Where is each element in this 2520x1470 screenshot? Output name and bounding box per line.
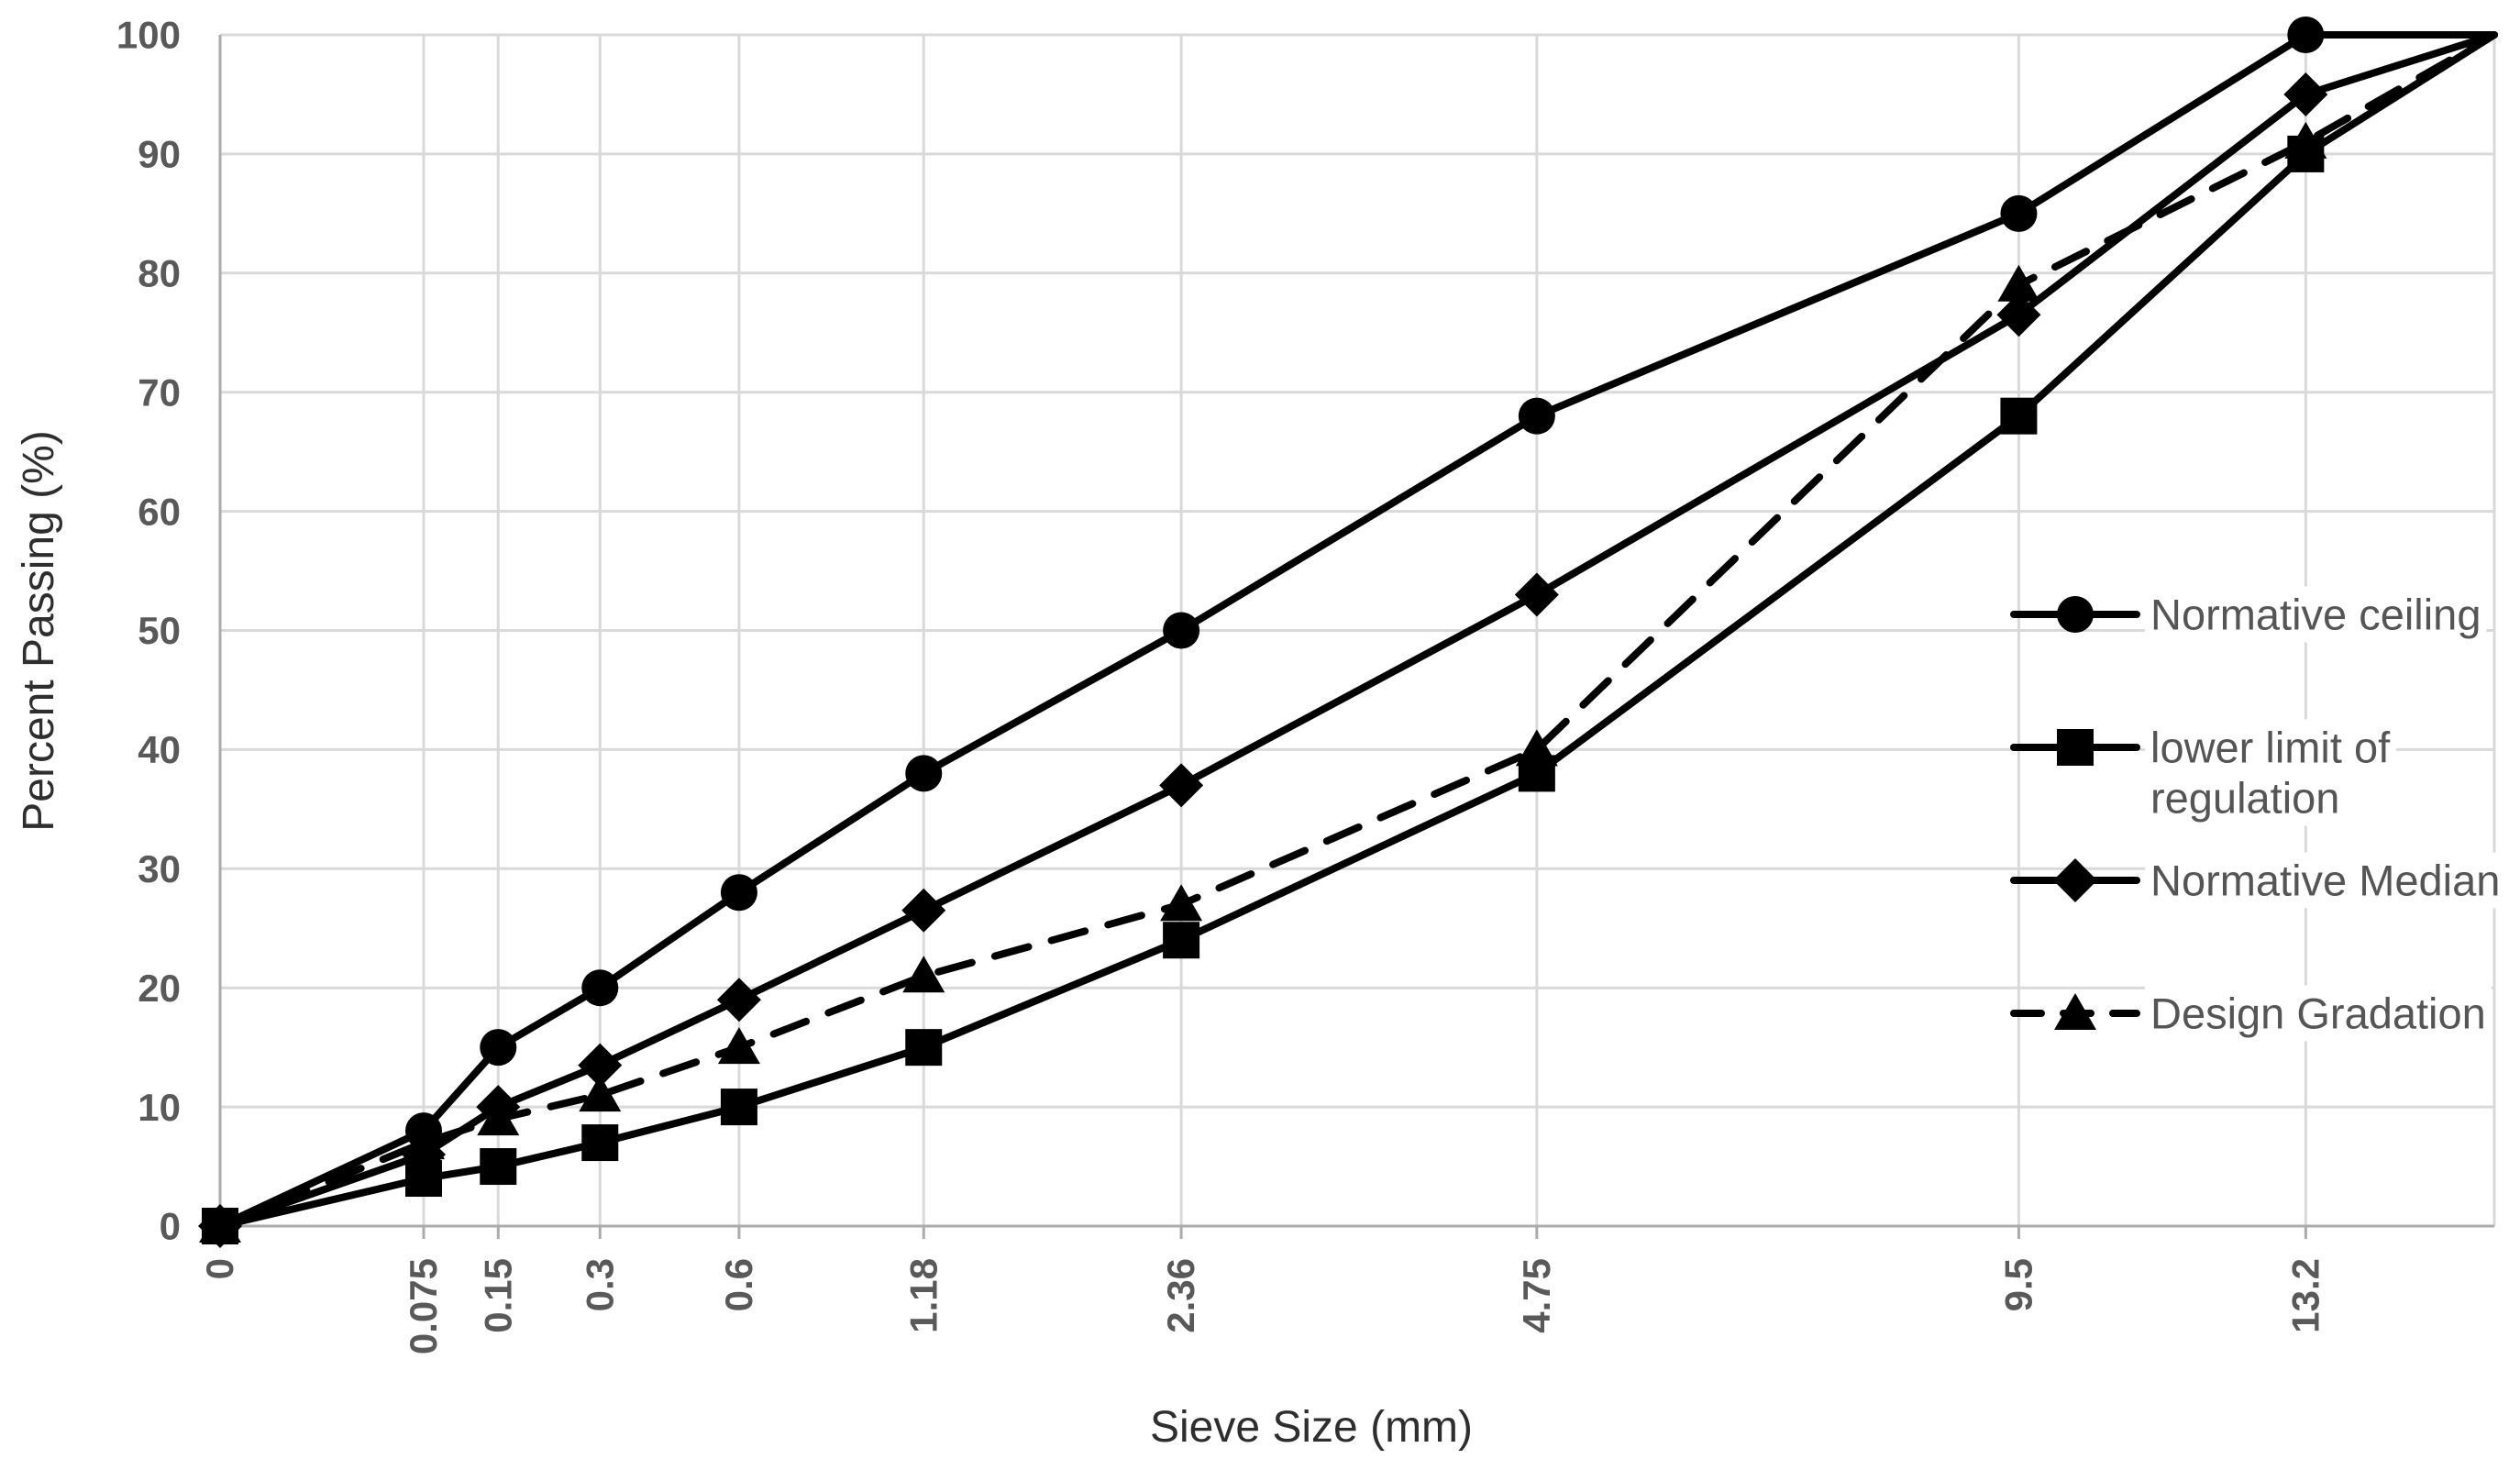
square-marker — [480, 1148, 517, 1186]
x-tick-labels: 0 0.075 0.15 0.3 0.6 1.18 2.36 4.75 9.5 13.2 — [198, 1258, 2327, 1354]
square-marker — [581, 1124, 619, 1162]
y-tick-label: 50 — [138, 609, 181, 652]
y-tick-label: 0 — [160, 1205, 181, 1248]
circle-marker — [2000, 194, 2038, 232]
square-marker — [720, 1089, 757, 1126]
triangle-marker — [403, 1122, 446, 1160]
y-tick-label: 40 — [138, 728, 181, 771]
x-tick-label: 9.5 — [1996, 1258, 2039, 1311]
x-tick-label: 0.3 — [578, 1258, 621, 1311]
square-marker — [2000, 397, 2038, 435]
y-tick-label: 20 — [138, 967, 181, 1010]
triangle-marker — [579, 1075, 622, 1112]
circle-marker — [905, 755, 943, 792]
x-tick-label: 0 — [198, 1258, 241, 1279]
legend-item-label: Design Gradation — [2150, 989, 2486, 1037]
circle-marker — [480, 1029, 517, 1067]
x-tick-label: 1.18 — [901, 1258, 945, 1333]
legend-item-label: lower limit of — [2150, 723, 2391, 771]
y-tick-label: 30 — [138, 847, 181, 890]
legend-label-background — [2145, 769, 2346, 826]
legend-item-label: regulation — [2150, 773, 2339, 822]
series-design-gradation — [199, 31, 2498, 1243]
x-tick-label: 4.75 — [1515, 1258, 1558, 1333]
triangle-marker — [2284, 121, 2327, 159]
triangle-marker — [199, 1206, 241, 1243]
circle-marker — [1518, 397, 1555, 435]
legend: Normative ceiling lower limit ofregulatio… — [2010, 586, 2506, 1042]
triangle-marker — [1997, 264, 2040, 302]
axes — [218, 35, 2494, 1239]
legend-item-normative-ceiling: Normative ceiling — [2010, 586, 2487, 643]
y-tick-label: 90 — [138, 133, 181, 176]
square-marker — [2057, 729, 2094, 766]
y-tick-labels: 0 10 20 30 40 50 60 70 80 90 100 — [116, 14, 181, 1248]
x-axis-title: Sieve Size (mm) — [1150, 1403, 1473, 1452]
square-marker — [1163, 922, 1200, 959]
diamond-marker — [716, 978, 761, 1022]
x-tick-label: 0.075 — [402, 1258, 445, 1354]
legend-item-design-gradation: Design Gradation — [2010, 985, 2492, 1042]
x-tick-label: 0.15 — [476, 1258, 519, 1333]
y-tick-label: 60 — [138, 490, 181, 533]
triangle-marker — [2054, 993, 2096, 1030]
legend-item-label: Normative Median — [2150, 856, 2500, 904]
diamond-marker — [2053, 858, 2097, 902]
circle-marker — [720, 874, 757, 912]
y-tick-label: 100 — [116, 14, 181, 57]
legend-label-background — [2145, 586, 2487, 643]
legend-label-background — [2145, 985, 2492, 1042]
square-marker — [905, 1029, 943, 1067]
y-axis-title: Percent Passing (%) — [15, 430, 63, 832]
y-tick-label: 10 — [138, 1086, 181, 1129]
x-tick-label: 0.6 — [717, 1258, 760, 1311]
triangle-marker — [477, 1099, 520, 1136]
legend-label-background — [2145, 852, 2506, 909]
x-tick-label: 13.2 — [2283, 1258, 2327, 1333]
diamond-marker — [901, 888, 946, 933]
triangle-marker — [1515, 729, 1558, 767]
y-tick-label: 70 — [138, 370, 181, 414]
circle-marker — [2057, 596, 2094, 633]
x-tick-label: 2.36 — [1159, 1258, 1202, 1333]
circle-marker — [2287, 17, 2325, 53]
triangle-marker — [902, 956, 945, 993]
circle-marker — [1163, 612, 1200, 649]
triangle-marker — [717, 1027, 760, 1065]
diamond-marker — [1514, 572, 1559, 617]
diamond-marker — [2283, 72, 2328, 116]
series-line-design-gradation — [216, 31, 2498, 1230]
y-tick-label: 80 — [138, 252, 181, 295]
diamond-marker — [1996, 293, 2041, 337]
legend-label-background — [2145, 719, 2397, 776]
diamond-marker — [578, 1043, 623, 1088]
circle-marker — [581, 969, 619, 1007]
legend-item-label: Normative ceiling — [2150, 590, 2481, 638]
triangle-marker — [1160, 884, 1203, 922]
series-normative-ceiling — [202, 17, 2498, 1244]
diamond-marker — [1159, 763, 1204, 808]
legend-item-normative-median: Normative Median — [2010, 852, 2506, 909]
